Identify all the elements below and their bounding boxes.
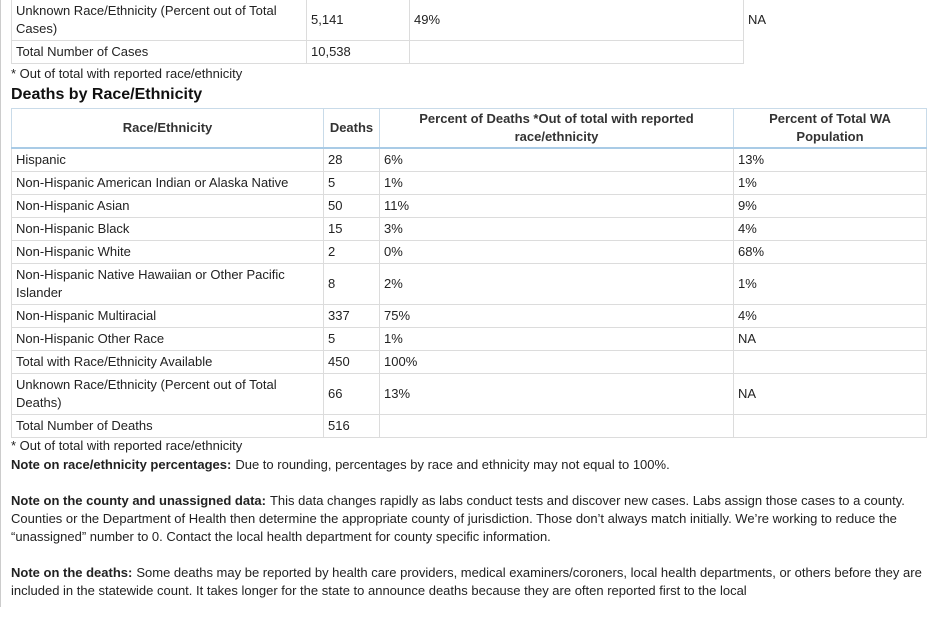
note-label: Note on race/ethnicity percentages: bbox=[11, 457, 232, 472]
table-cell: 8 bbox=[323, 263, 380, 305]
table-row: Non-Hispanic Other Race 5 1% NA bbox=[11, 327, 927, 351]
table-cell: Non-Hispanic Native Hawaiian or Other Pa… bbox=[11, 263, 324, 305]
note: Note on the county and unassigned data: T… bbox=[11, 492, 931, 546]
table-cell: 13% bbox=[379, 373, 734, 415]
table-cell: 15 bbox=[323, 217, 380, 241]
table-cell: 100% bbox=[379, 350, 734, 374]
column-header: Race/Ethnicity bbox=[11, 108, 324, 149]
table-cell: Hispanic bbox=[11, 147, 324, 172]
table-cell bbox=[733, 414, 927, 438]
deaths-table: Race/Ethnicity Deaths Percent of Deaths *O… bbox=[11, 108, 927, 438]
table-row: Non-Hispanic White 2 0% 68% bbox=[11, 240, 927, 264]
table-cell bbox=[733, 350, 927, 374]
table-cell: Unknown Race/Ethnicity (Percent out of T… bbox=[11, 373, 324, 415]
table-cell bbox=[409, 40, 744, 64]
table-cell: 28 bbox=[323, 147, 380, 172]
note-text: Due to rounding, percentages by race and… bbox=[235, 457, 670, 472]
table-cell: 4% bbox=[733, 304, 927, 328]
table-cell: 4% bbox=[733, 217, 927, 241]
table-cell: 5,141 bbox=[306, 0, 410, 41]
table-row: Unknown Race/Ethnicity (Percent out of T… bbox=[11, 373, 927, 415]
table-cell: 75% bbox=[379, 304, 734, 328]
table-row: Unknown Race/Ethnicity (Percent out of T… bbox=[11, 0, 927, 41]
table-cell: Unknown Race/Ethnicity (Percent out of T… bbox=[11, 0, 307, 41]
column-header: Deaths bbox=[323, 108, 380, 149]
table-cell: 13% bbox=[733, 147, 927, 172]
column-header: Percent of Total WA Population bbox=[733, 108, 927, 149]
cases-table: Unknown Race/Ethnicity (Percent out of T… bbox=[11, 0, 927, 64]
table-cell: Total Number of Deaths bbox=[11, 414, 324, 438]
table-cell: 450 bbox=[323, 350, 380, 374]
table-row: Total Number of Deaths 516 bbox=[11, 414, 927, 438]
table-cell: NA bbox=[733, 373, 927, 415]
note-text: This data changes rapidly as labs conduc… bbox=[11, 493, 905, 544]
table-cell: 1% bbox=[379, 327, 734, 351]
note-label: Note on the deaths: bbox=[11, 565, 133, 580]
table-row: Non-Hispanic Black 15 3% 4% bbox=[11, 217, 927, 241]
table-cell: 49% bbox=[409, 0, 744, 41]
note-label: Note on the county and unassigned data: bbox=[11, 493, 266, 508]
notes: Note on race/ethnicity percentages: Due t… bbox=[11, 456, 931, 618]
table-cell: 0% bbox=[379, 240, 734, 264]
table-cell: Non-Hispanic American Indian or Alaska N… bbox=[11, 171, 324, 195]
table-cell: 3% bbox=[379, 217, 734, 241]
table-row: Hispanic 28 6% 13% bbox=[11, 147, 927, 172]
note-text: Some deaths may be reported by health ca… bbox=[11, 565, 922, 598]
table-cell: Non-Hispanic Other Race bbox=[11, 327, 324, 351]
table-cell: 11% bbox=[379, 194, 734, 218]
table-cell: 9% bbox=[733, 194, 927, 218]
table-row: Total with Race/Ethnicity Available 450 10… bbox=[11, 350, 927, 374]
table-row: Non-Hispanic American Indian or Alaska N… bbox=[11, 171, 927, 195]
note: Note on the deaths: Some deaths may be re… bbox=[11, 564, 931, 600]
table-cell: NA bbox=[733, 327, 927, 351]
table-cell: 6% bbox=[379, 147, 734, 172]
table-cell: 5 bbox=[323, 171, 380, 195]
table-cell: 68% bbox=[733, 240, 927, 264]
table-cell: Total with Race/Ethnicity Available bbox=[11, 350, 324, 374]
table-row: Total Number of Cases 10,538 bbox=[11, 40, 927, 64]
table-cell: Non-Hispanic Asian bbox=[11, 194, 324, 218]
table-cell: Non-Hispanic Multiracial bbox=[11, 304, 324, 328]
section-heading: Deaths by Race/Ethnicity bbox=[11, 86, 203, 103]
table-cell: 5 bbox=[323, 327, 380, 351]
table-row: Non-Hispanic Native Hawaiian or Other Pa… bbox=[11, 263, 927, 305]
column-header: Percent of Deaths *Out of total with rep… bbox=[379, 108, 734, 149]
table-row: Non-Hispanic Asian 50 11% 9% bbox=[11, 194, 927, 218]
table-cell: 1% bbox=[379, 171, 734, 195]
table-cell: 516 bbox=[323, 414, 380, 438]
table-cell: 2% bbox=[379, 263, 734, 305]
table-cell: 50 bbox=[323, 194, 380, 218]
table-row: Non-Hispanic Multiracial 337 75% 4% bbox=[11, 304, 927, 328]
table-cell: 337 bbox=[323, 304, 380, 328]
table-cell: 1% bbox=[733, 171, 927, 195]
table-cell: Non-Hispanic White bbox=[11, 240, 324, 264]
table-cell: Non-Hispanic Black bbox=[11, 217, 324, 241]
table-cell bbox=[379, 414, 734, 438]
table-cell: 2 bbox=[323, 240, 380, 264]
header-row: Race/Ethnicity Deaths Percent of Deaths *O… bbox=[11, 108, 927, 149]
table-cell: Total Number of Cases bbox=[11, 40, 307, 64]
table-cell: 1% bbox=[733, 263, 927, 305]
footnote: * Out of total with reported race/ethnic… bbox=[11, 438, 243, 453]
footnote: * Out of total with reported race/ethnic… bbox=[11, 66, 243, 81]
table-cell: 66 bbox=[323, 373, 380, 415]
table-cell: 10,538 bbox=[306, 40, 410, 64]
note: Note on race/ethnicity percentages: Due t… bbox=[11, 456, 931, 474]
